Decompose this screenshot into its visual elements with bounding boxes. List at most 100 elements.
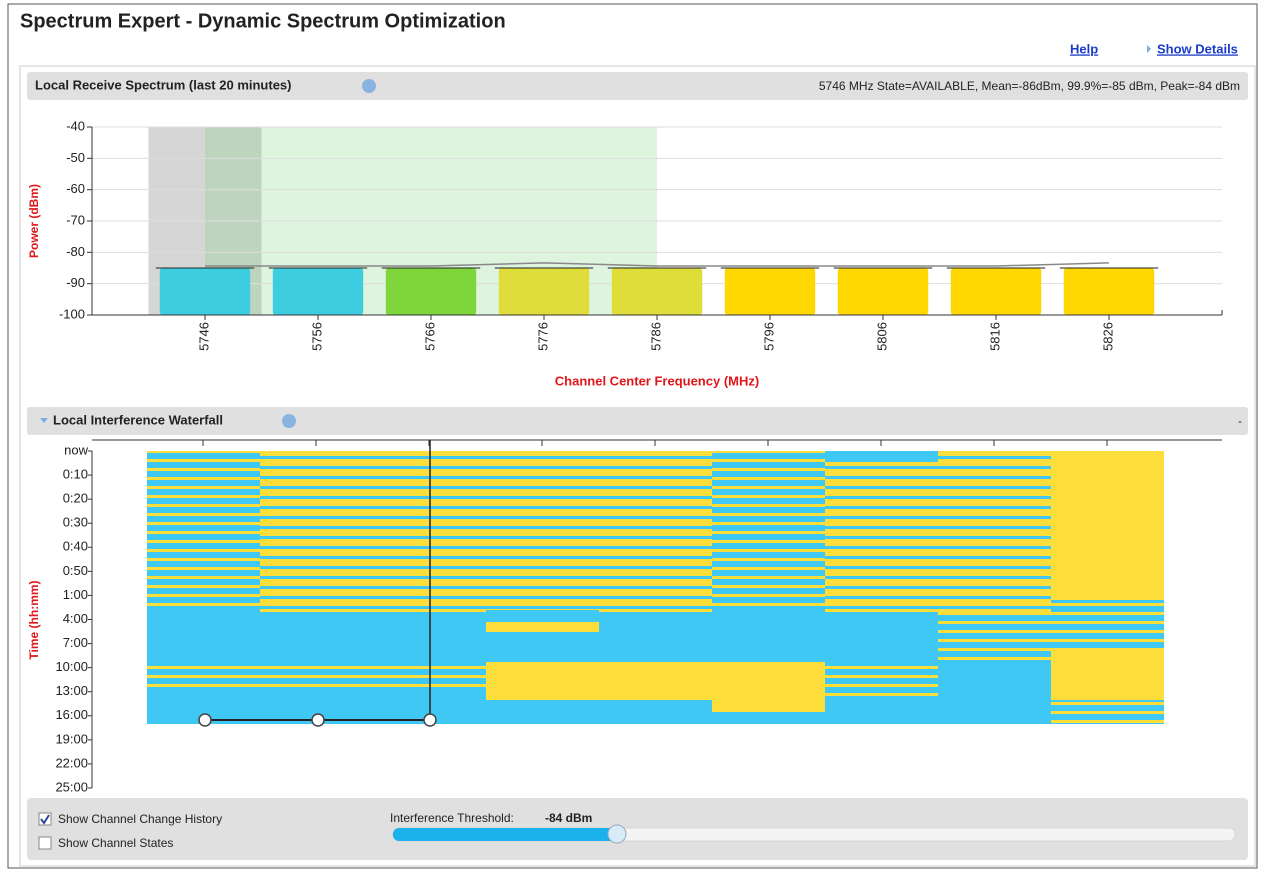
y-tick-label: 4:00 (63, 611, 88, 626)
waterfall-cell (260, 451, 373, 612)
waterfall-cell (1051, 451, 1164, 600)
bar (950, 268, 1042, 315)
waterfall-cell (147, 612, 260, 665)
waterfall-cell (260, 662, 373, 690)
waterfall-cell (712, 451, 825, 612)
history-point (311, 713, 325, 727)
x-tick-label: 5756 (309, 322, 324, 351)
info-icon[interactable] (362, 79, 376, 93)
status: 5746 MHz State=AVAILABLE, Mean=-86dBm, 9… (819, 79, 1240, 93)
y-tick-label: 19:00 (55, 731, 88, 746)
waterfall-cell (486, 622, 599, 632)
panel (19, 65, 1256, 867)
y-tick-label: 0:10 (63, 467, 88, 482)
panel-right: - (1238, 414, 1242, 428)
check (40, 814, 50, 825)
y-tick-label: 0:50 (63, 563, 88, 578)
x-tick-label: 5816 (987, 322, 1002, 351)
info-icon[interactable] (282, 414, 296, 428)
y-tick-label: 0:40 (63, 539, 88, 554)
x-tick-label: 5776 (535, 322, 550, 351)
slider-knob[interactable] (607, 824, 627, 844)
y-tick-label: 16:00 (55, 707, 88, 722)
waterfall-cell (825, 451, 938, 462)
x-axis-label: Channel Center Frequency (MHz) (555, 373, 759, 388)
slider-fill (393, 828, 617, 841)
waterfall-cell (599, 451, 712, 612)
y-axis-label: Power (dBm) (27, 184, 41, 258)
checkbox[interactable] (38, 836, 52, 850)
y-tick-label: now (64, 442, 88, 457)
help-link[interactable]: Help (1070, 41, 1098, 56)
bar (837, 268, 929, 315)
threshold-label: Interference Threshold: (390, 811, 514, 825)
waterfall-cell (1051, 650, 1164, 700)
x-tick-label: 5796 (761, 322, 776, 351)
waterfall-cell (938, 612, 1051, 662)
waterfall-cell (938, 662, 1051, 724)
y-tick-label: 1:00 (63, 587, 88, 602)
waterfall-cell (1051, 600, 1164, 650)
waterfall-cell (260, 612, 373, 662)
y-tick-label: -40 (66, 118, 85, 133)
panel-header (27, 407, 1248, 435)
frame (7, 3, 1258, 869)
waterfall-cell (486, 700, 599, 724)
page-title: Spectrum Expert - Dynamic Spectrum Optim… (20, 10, 506, 32)
bar (611, 268, 703, 315)
bar (159, 268, 251, 315)
y-tick-label: 10:00 (55, 659, 88, 674)
waterfall-cell (599, 700, 712, 724)
panel-header (27, 72, 1248, 100)
y-tick-label: -100 (59, 306, 85, 321)
waterfall-cell (486, 662, 599, 700)
details-link[interactable]: Show Details (1157, 41, 1238, 56)
y-tick-label: -60 (66, 181, 85, 196)
bar (724, 268, 816, 315)
panel-title: Local Interference Waterfall (53, 412, 223, 427)
y-tick-label: -80 (66, 244, 85, 259)
collapse[interactable] (40, 418, 48, 423)
x-tick-label: 5746 (196, 322, 211, 351)
x-tick-label: 5806 (874, 322, 889, 351)
waterfall-cell (825, 462, 938, 612)
waterfall-cell (825, 700, 938, 724)
x-tick-label: 5826 (1100, 322, 1115, 351)
waterfall-cell (599, 662, 712, 700)
line (205, 262, 1110, 267)
bar (1063, 268, 1155, 315)
y-tick-label: 13:00 (55, 683, 88, 698)
waterfall-cell (486, 451, 599, 610)
x-tick-label: 5766 (422, 322, 437, 351)
y-tick-label: 0:30 (63, 515, 88, 530)
waterfall-cell (147, 665, 260, 690)
y-tick-label: 25:00 (55, 779, 88, 794)
waterfall-cell (712, 712, 825, 724)
waterfall-cell (825, 662, 938, 700)
waterfall-cell (825, 612, 938, 662)
arrow (1147, 45, 1151, 53)
waterfall-cell (486, 610, 599, 622)
y-axis-label: Time (hh:mm) (27, 580, 41, 659)
waterfall-cell (147, 451, 260, 612)
y-tick-label: 7:00 (63, 635, 88, 650)
waterfall-cell (486, 632, 599, 662)
y-tick-label: -90 (66, 275, 85, 290)
panel-title: Local Receive Spectrum (last 20 minutes) (35, 77, 291, 92)
bar (498, 268, 590, 315)
bar (385, 268, 477, 315)
y-tick-label: 0:20 (63, 491, 88, 506)
y-tick-label: -50 (66, 150, 85, 165)
checkbox-label: Show Channel States (58, 836, 173, 850)
bar (272, 268, 364, 315)
checkbox-label: Show Channel Change History (58, 812, 222, 826)
waterfall-cell (712, 662, 825, 712)
y-tick-label: 22:00 (55, 755, 88, 770)
waterfall-cell (1051, 700, 1164, 724)
threshold-value: -84 dBm (545, 811, 592, 825)
history-point (423, 713, 437, 727)
history-point (198, 713, 212, 727)
waterfall-cell (599, 612, 712, 662)
waterfall-cell (938, 451, 1051, 612)
